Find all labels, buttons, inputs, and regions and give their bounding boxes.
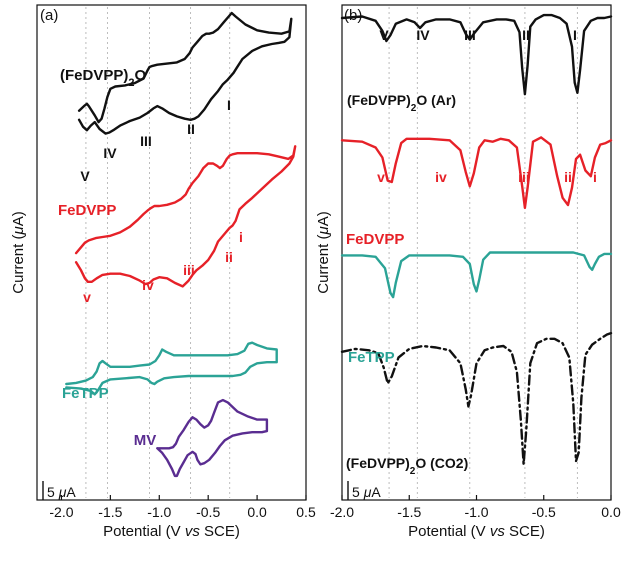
- series-line-fedvpp: [74, 145, 297, 288]
- x-tick-label: -0.5: [532, 504, 556, 520]
- series-line-fetpp: [65, 341, 278, 396]
- annotation-label: V: [80, 168, 90, 184]
- annotation-label: I: [227, 97, 231, 113]
- annotation-label: III: [140, 133, 152, 149]
- x-tick-label: -1.5: [397, 504, 421, 520]
- annotation-label: IV: [416, 27, 430, 43]
- annotation-label: v: [377, 169, 385, 185]
- x-tick-label: -2.0: [330, 504, 354, 520]
- series-line--fedvpp-2o-co2-: [340, 331, 613, 466]
- annotation-label: II: [522, 27, 530, 43]
- annotation-label: FeDVPP: [346, 231, 404, 248]
- x-tick-label: -2.0: [49, 504, 73, 520]
- annotation-label: v: [83, 289, 91, 305]
- annotation-label: (FeDVPP)2O (CO2): [346, 455, 468, 477]
- x-tick-label: -1.0: [147, 504, 171, 520]
- chart-panel-a: -2.0 -1.5 -1.0 -0.5 0.0 0.5 Potential (V vs SC…: [10, 4, 316, 540]
- chart-panel-b: -2.0 -1.5 -1.0 -0.5 0.0 Potential (V vs SCE) C…: [315, 4, 621, 540]
- annotation-label: MV: [134, 432, 157, 449]
- x-axis-label: Potential (V vs SCE): [103, 523, 240, 540]
- annotation-label: IV: [103, 145, 117, 161]
- panel-label: (b): [344, 7, 362, 24]
- annotation-label: (FeDVPP)2O (Ar): [347, 92, 456, 114]
- y-axis-label: Current (μA): [315, 211, 332, 293]
- annotation-label: iv: [435, 169, 447, 185]
- annotation-label: ii: [225, 249, 233, 265]
- x-tick-label: -1.0: [464, 504, 488, 520]
- y-axis-label: Current (μA): [10, 211, 27, 293]
- x-tick-label: 0.0: [601, 504, 621, 520]
- x-tick-label: 0.0: [247, 504, 267, 520]
- annotation-label: FeDVPP: [58, 202, 116, 219]
- x-axis-label: Potential (V vs SCE): [408, 523, 545, 540]
- annotation-label: iii: [518, 169, 530, 185]
- annotation-label: FeTPP: [62, 385, 109, 402]
- annotation-label: V: [379, 27, 389, 43]
- series-line--fedvpp-2o: [77, 11, 293, 135]
- annotation-label: FeTPP: [348, 349, 395, 366]
- scale-bar-label: 5 μA: [352, 484, 381, 500]
- series-line-mv: [156, 398, 269, 478]
- panel-label: (a): [40, 7, 58, 24]
- annotation-label: iii: [183, 262, 195, 278]
- annotation-label: (FeDVPP)2O: [60, 67, 146, 89]
- x-tick-label: 0.5: [296, 504, 316, 520]
- annotation-label: i: [593, 169, 597, 185]
- scale-bar-label: 5 μA: [47, 484, 76, 500]
- annotation-label: i: [239, 229, 243, 245]
- annotation-label: ii: [564, 169, 572, 185]
- plot-frame: [36, 4, 307, 501]
- series-line-fedvpp: [340, 136, 613, 210]
- annotation-label: II: [187, 121, 195, 137]
- x-tick-label: -1.5: [98, 504, 122, 520]
- annotation-label: III: [464, 27, 476, 43]
- x-tick-label: -0.5: [196, 504, 220, 520]
- annotation-label: I: [573, 27, 577, 43]
- annotation-label: iv: [142, 277, 154, 293]
- series-line-fetpp: [340, 251, 613, 299]
- series-line--fedvpp-2o-ar-: [340, 13, 613, 96]
